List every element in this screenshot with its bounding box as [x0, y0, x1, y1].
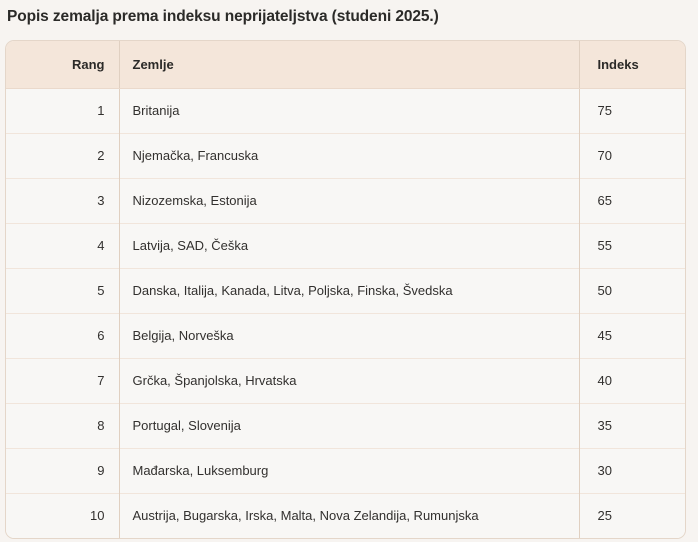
index-table-card: Rang Zemlje Indeks 1 Britanija 75 2 Njemačka…: [5, 40, 686, 539]
table-row[interactable]: 9 Mađarska, Luksemburg 30: [6, 447, 685, 493]
cell-rang: 5: [6, 267, 119, 313]
cell-zemlje: Britanija: [118, 88, 579, 133]
cell-rang: 7: [6, 357, 119, 403]
cell-indeks: 45: [578, 312, 685, 358]
cell-indeks: 40: [578, 357, 685, 403]
table-row[interactable]: 4 Latvija, SAD, Češka 55: [6, 222, 685, 268]
cell-indeks: 55: [578, 222, 685, 268]
cell-indeks: 75: [578, 88, 685, 133]
cell-rang: 2: [6, 132, 119, 178]
cell-indeks: 25: [578, 492, 685, 538]
cell-zemlje: Danska, Italija, Kanada, Litva, Poljska,…: [118, 267, 579, 313]
cell-zemlje: Belgija, Norveška: [118, 312, 579, 358]
table-header-row: Rang Zemlje Indeks: [6, 41, 685, 89]
table-row[interactable]: 2 Njemačka, Francuska 70: [6, 132, 685, 178]
cell-zemlje: Latvija, SAD, Češka: [118, 222, 579, 268]
cell-rang: 8: [6, 402, 119, 448]
cell-indeks: 30: [578, 447, 685, 493]
column-header-rang[interactable]: Rang: [6, 41, 119, 89]
column-header-indeks[interactable]: Indeks: [578, 41, 685, 89]
table-row[interactable]: 8 Portugal, Slovenija 35: [6, 402, 685, 448]
cell-rang: 10: [6, 492, 119, 538]
table-header: Rang Zemlje Indeks: [6, 41, 685, 89]
cell-indeks: 65: [578, 177, 685, 223]
cell-indeks: 70: [578, 132, 685, 178]
table-row[interactable]: 7 Grčka, Španjolska, Hrvatska 40: [6, 357, 685, 403]
table-row[interactable]: 1 Britanija 75: [6, 88, 685, 133]
cell-zemlje: Nizozemska, Estonija: [118, 177, 579, 223]
cell-zemlje: Njemačka, Francuska: [118, 132, 579, 178]
cell-rang: 6: [6, 312, 119, 358]
table-row[interactable]: 10 Austrija, Bugarska, Irska, Malta, Nova…: [6, 492, 685, 538]
cell-zemlje: Austrija, Bugarska, Irska, Malta, Nova Z…: [118, 492, 579, 538]
cell-zemlje: Grčka, Španjolska, Hrvatska: [118, 357, 579, 403]
table-row[interactable]: 3 Nizozemska, Estonija 65: [6, 177, 685, 223]
cell-indeks: 35: [578, 402, 685, 448]
cell-rang: 9: [6, 447, 119, 493]
column-header-zemlje[interactable]: Zemlje: [118, 41, 579, 89]
table-row[interactable]: 5 Danska, Italija, Kanada, Litva, Poljska…: [6, 267, 685, 313]
cell-indeks: 50: [578, 267, 685, 313]
table-body: 1 Britanija 75 2 Njemačka, Francuska 70 3 Nizoz…: [6, 88, 685, 538]
cell-rang: 4: [6, 222, 119, 268]
page-title: Popis zemalja prema indeksu neprijateljs…: [7, 8, 439, 25]
cell-rang: 3: [6, 177, 119, 223]
cell-zemlje: Mađarska, Luksemburg: [118, 447, 579, 493]
table-row[interactable]: 6 Belgija, Norveška 45: [6, 312, 685, 358]
index-table: Rang Zemlje Indeks 1 Britanija 75 2 Njemačka…: [6, 41, 685, 538]
cell-rang: 1: [97, 103, 105, 118]
cell-zemlje: Portugal, Slovenija: [118, 402, 579, 448]
